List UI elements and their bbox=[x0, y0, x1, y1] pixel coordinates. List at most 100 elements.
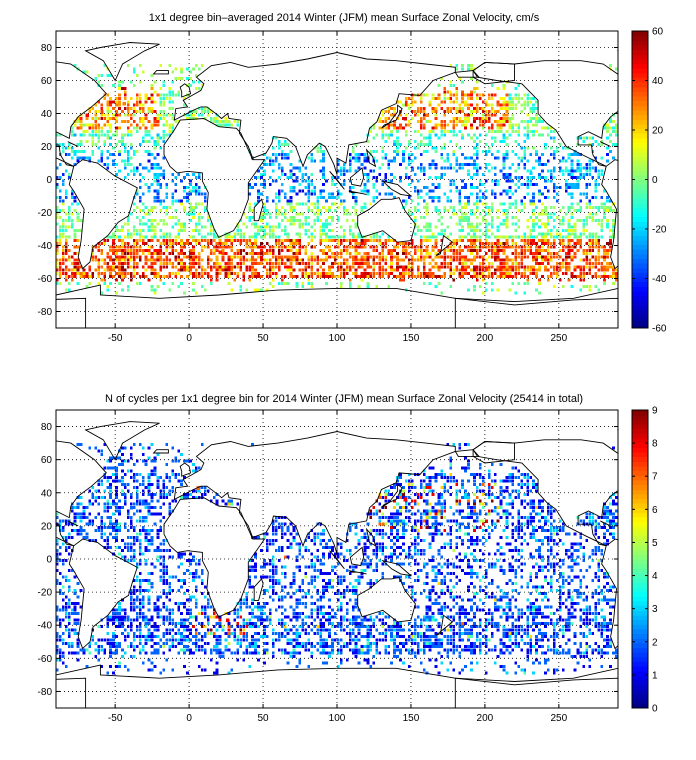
velocity-bin bbox=[153, 163, 157, 166]
velocity-bin bbox=[286, 219, 290, 223]
velocity-bin bbox=[118, 113, 121, 117]
velocity-bin bbox=[520, 120, 524, 124]
velocity-bin bbox=[298, 242, 302, 246]
velocity-bin bbox=[393, 245, 396, 249]
velocity-bin bbox=[458, 238, 461, 242]
velocity-bin bbox=[508, 93, 512, 97]
cycles-bin bbox=[118, 479, 121, 483]
velocity-bin bbox=[165, 113, 169, 117]
velocity-bin bbox=[263, 252, 266, 256]
velocity-bin bbox=[443, 248, 447, 252]
cycles-bin bbox=[115, 466, 118, 470]
velocity-bin bbox=[118, 262, 121, 265]
velocity-bin bbox=[520, 202, 524, 206]
velocity-bin bbox=[206, 265, 210, 269]
cycles-bin bbox=[73, 516, 77, 519]
velocity-bin bbox=[502, 97, 506, 100]
velocity-bin bbox=[271, 255, 275, 259]
velocity-bin bbox=[124, 268, 127, 272]
velocity-bin bbox=[576, 235, 580, 239]
velocity-bin bbox=[115, 143, 118, 147]
velocity-bin bbox=[342, 163, 346, 166]
velocity-bin bbox=[538, 232, 541, 236]
velocity-bin bbox=[514, 248, 518, 252]
velocity-bin bbox=[393, 268, 396, 272]
velocity-bin bbox=[490, 232, 494, 236]
velocity-bin bbox=[313, 255, 316, 259]
velocity-sample-bin bbox=[144, 93, 148, 98]
velocity-bin bbox=[289, 271, 293, 275]
velocity-bin bbox=[94, 116, 98, 120]
velocity-bin bbox=[198, 252, 201, 256]
velocity-bin bbox=[408, 143, 411, 147]
velocity-bin bbox=[109, 116, 112, 120]
velocity-bin bbox=[378, 238, 382, 242]
velocity-bin bbox=[452, 93, 456, 97]
velocity-bin bbox=[61, 202, 65, 206]
velocity-bin bbox=[419, 215, 423, 219]
velocity-bin bbox=[147, 212, 151, 216]
velocity-bin bbox=[295, 258, 299, 262]
velocity-bin bbox=[224, 275, 228, 279]
velocity-bin bbox=[150, 110, 154, 114]
velocity-bin bbox=[496, 179, 500, 183]
velocity-bin bbox=[286, 143, 290, 147]
velocity-bin bbox=[464, 182, 467, 186]
velocity-bin bbox=[419, 133, 423, 137]
velocity-bin bbox=[254, 242, 257, 246]
velocity-bin bbox=[174, 215, 177, 219]
velocity-bin bbox=[612, 143, 615, 147]
velocity-bin bbox=[129, 232, 133, 236]
velocity-bin bbox=[100, 156, 104, 160]
velocity-bin bbox=[579, 271, 583, 275]
velocity-bin bbox=[254, 176, 257, 180]
velocity-bin bbox=[473, 242, 476, 246]
velocity-bin bbox=[552, 176, 556, 180]
velocity-bin bbox=[245, 242, 248, 246]
velocity-bin bbox=[357, 275, 361, 279]
velocity-bin bbox=[378, 235, 382, 239]
velocity-bin bbox=[434, 133, 438, 137]
velocity-bin bbox=[419, 275, 423, 279]
velocity-bin bbox=[499, 106, 503, 110]
cycles-bin bbox=[115, 545, 118, 549]
velocity-bin bbox=[289, 169, 293, 173]
velocity-bin bbox=[588, 235, 592, 239]
velocity-bin bbox=[413, 113, 417, 117]
velocity-bin bbox=[579, 166, 583, 170]
velocity-bin bbox=[124, 176, 127, 180]
cycles-bin bbox=[85, 535, 89, 539]
velocity-bin bbox=[251, 275, 254, 279]
velocity-bin bbox=[322, 149, 325, 153]
velocity-bin bbox=[141, 252, 145, 256]
velocity-bin bbox=[150, 271, 154, 275]
velocity-bin bbox=[354, 252, 358, 256]
velocity-bin bbox=[552, 238, 556, 242]
velocity-bin bbox=[505, 275, 509, 279]
velocity-bin bbox=[431, 196, 435, 199]
velocity-bin bbox=[159, 278, 163, 282]
velocity-bin bbox=[384, 116, 387, 120]
velocity-bin bbox=[431, 106, 435, 110]
cycles-bin bbox=[121, 608, 124, 612]
velocity-bin bbox=[180, 67, 183, 71]
velocity-bin bbox=[564, 268, 568, 272]
velocity-bin bbox=[292, 255, 296, 259]
velocity-bin bbox=[224, 265, 228, 269]
velocity-bin bbox=[56, 186, 59, 190]
velocity-bin bbox=[310, 179, 314, 183]
velocity-bin bbox=[73, 258, 77, 262]
velocity-bin bbox=[132, 229, 136, 232]
velocity-bin bbox=[550, 130, 553, 133]
velocity-bin bbox=[153, 248, 157, 252]
velocity-bin bbox=[177, 255, 180, 259]
velocity-bin bbox=[372, 156, 376, 160]
velocity-bin bbox=[387, 186, 390, 190]
velocity-bin bbox=[585, 262, 589, 265]
velocity-coastline bbox=[152, 70, 169, 75]
velocity-bin bbox=[570, 258, 574, 262]
velocity-bin bbox=[266, 258, 269, 262]
velocity-bin bbox=[600, 268, 603, 272]
velocity-bin bbox=[162, 265, 166, 269]
velocity-colorbar-segment bbox=[632, 105, 648, 111]
